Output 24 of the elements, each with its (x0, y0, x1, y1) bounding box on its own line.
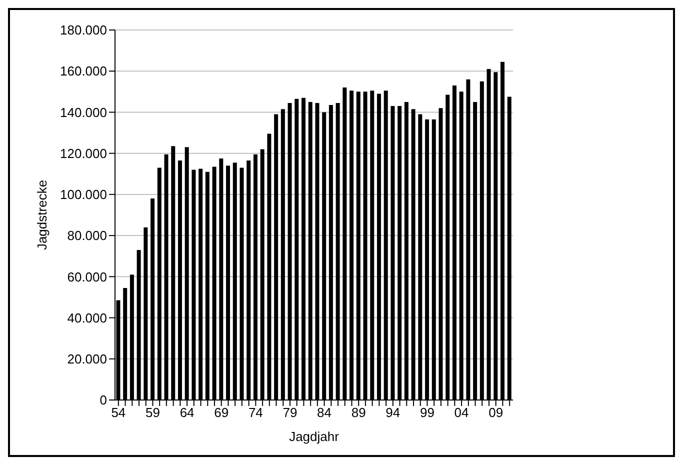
y-tick-label: 100.000 (60, 187, 107, 202)
x-tick-label: 64 (180, 405, 194, 420)
y-axis-title: Jagdstrecke (34, 180, 50, 250)
y-tick-label: 160.000 (60, 64, 107, 79)
x-tick-label: 79 (282, 405, 298, 420)
y-tick-label: 120.000 (60, 146, 107, 161)
y-tick-label: 0 (100, 392, 107, 408)
x-tick-label: 89 (351, 405, 366, 420)
y-tick-label: 20.000 (67, 352, 107, 367)
x-tick-label: 99 (420, 405, 434, 420)
x-tick-label: 94 (386, 405, 400, 420)
x-tick-label: 04 (454, 405, 469, 420)
x-axis-title: Jagdjahr (289, 429, 340, 444)
x-tick-label: 59 (146, 405, 160, 420)
x-tick-label: 74 (248, 405, 263, 420)
y-tick-label: 140.000 (60, 104, 107, 120)
x-tick-label: 09 (488, 405, 504, 420)
y-tick-label: 60.000 (67, 269, 107, 284)
y-tick-label: 40.000 (67, 310, 107, 326)
y-tick-label: 180.000 (60, 22, 107, 38)
y-tick-label: 80.000 (67, 228, 107, 244)
x-tick-label: 54 (111, 405, 126, 420)
x-tick-label: 69 (214, 405, 229, 420)
x-tick-label: 84 (317, 405, 332, 420)
